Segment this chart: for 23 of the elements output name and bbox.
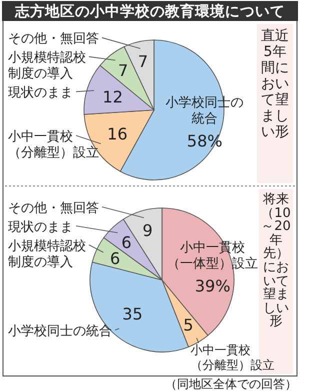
data-label: 6 (110, 248, 120, 268)
data-label: 39% (194, 276, 230, 296)
data-label: 5 (183, 316, 194, 335)
slice-label: 小学校同士の統合 (8, 324, 112, 340)
slice-label: 現状のまま (8, 86, 73, 101)
data-label: 9 (142, 221, 153, 240)
text: 将来（10～20年先）において望ましい形 (261, 192, 291, 330)
slice-label: 小規模特認校制度の導入 (8, 238, 86, 270)
text: （同地区全体での回答） (165, 377, 297, 391)
slice-label: 小規模特認校制度の導入 (8, 50, 86, 82)
slice-label: 現状のまま (8, 220, 73, 235)
slice-label: その他・無回答 (8, 32, 99, 47)
chart-title: 志方地区の小中学校の教育環境について (14, 2, 285, 20)
data-label: 16 (107, 124, 128, 144)
slice-label: 小中一貫校（分離型）設立 (8, 130, 99, 161)
slice-label: その他・無回答 (8, 200, 99, 216)
data-label: 7 (138, 52, 148, 71)
data-label: 6 (121, 233, 132, 252)
slice-label: 小中一貫校（分離型）設立 (190, 342, 275, 372)
data-label: 7 (118, 61, 128, 80)
data-label: 35 (122, 304, 143, 324)
text: 直近5年間において望ましい形 (260, 28, 290, 140)
data-label: 12 (102, 88, 123, 107)
